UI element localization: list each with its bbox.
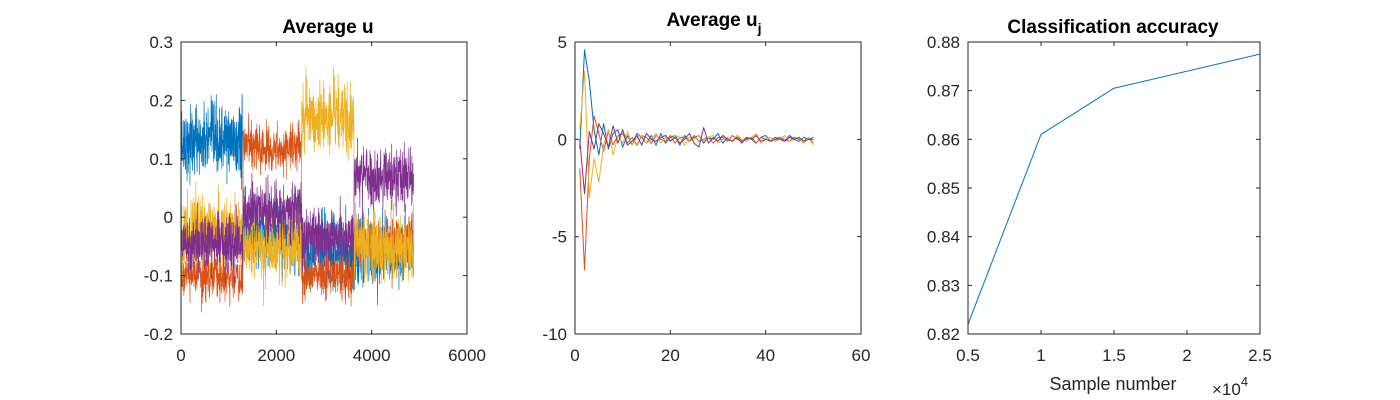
x-tick-label: 1 <box>1036 346 1045 365</box>
x-axis-exponent: ×104 <box>1212 374 1248 399</box>
series-line-3 <box>579 70 814 199</box>
series-line-4 <box>181 137 414 288</box>
series-line-4 <box>579 123 814 195</box>
x-tick-label: 0 <box>176 346 185 365</box>
panel-classification-accuracy: Classification accuracy 0.5 1 1.5 2 2.50.820… <box>927 17 1272 399</box>
panel-average-u: Average u 0 2000 4000 6000 -0.2 -0.1 0 0.1 0.2 0.… <box>144 17 486 365</box>
y-tick-label: -5 <box>552 228 567 247</box>
y-tick-label: 0.86 <box>927 130 960 149</box>
x-tick-label: 0.5 <box>956 346 980 365</box>
plot-area-classification-accuracy <box>968 53 1260 325</box>
x-tick-label: 6000 <box>448 346 486 365</box>
y-tick-label: -10 <box>542 325 567 344</box>
axes-box-average-u <box>180 41 468 335</box>
plot-area-average-uj <box>579 49 814 271</box>
x-tick-label: 20 <box>661 346 680 365</box>
y-tick-label: 0.82 <box>927 325 960 344</box>
chart-title-classification-accuracy: Classification accuracy <box>1007 17 1219 38</box>
x-tick-label: 0 <box>570 346 579 365</box>
axes-box-average-uj <box>574 41 862 335</box>
y-tick-label: -0.1 <box>144 267 173 286</box>
plot-area-average-u <box>181 65 414 313</box>
y-tick-label: 0.2 <box>149 91 173 110</box>
x-tick-label: 60 <box>852 346 871 365</box>
y-tick-label: 0.87 <box>927 82 960 101</box>
y-tick-label: -0.2 <box>144 325 173 344</box>
series-line-1 <box>968 53 1260 325</box>
axis-ticks-average-uj: 0 20 40 60 -10 -5 0 5 <box>542 33 870 365</box>
x-tick-label: 4000 <box>353 346 391 365</box>
panel-average-uj: Average uj 0 20 40 60 -10 -5 0 5 <box>542 10 870 365</box>
axes-box-classification-accuracy <box>967 41 1261 335</box>
x-tick-label: 2000 <box>257 346 295 365</box>
x-axis-label-sample-number: Sample number <box>1049 374 1176 394</box>
y-tick-label: 0 <box>164 208 173 227</box>
x-tick-label: 1.5 <box>1102 346 1126 365</box>
chart-title-average-uj: Average uj <box>666 10 761 36</box>
axis-ticks-classification-accuracy: 0.5 1 1.5 2 2.5 0.82 0.83 0.84 0.85 0.86 0.87 0.88 <box>927 33 1272 365</box>
y-tick-label: 0.88 <box>927 33 960 52</box>
axis-ticks-average-u: 0 2000 4000 6000 -0.2 -0.1 0 0.1 0.2 0.3 <box>144 33 486 365</box>
y-tick-label: 0.84 <box>927 228 960 247</box>
y-tick-label: 0.83 <box>927 276 960 295</box>
y-tick-label: 0.85 <box>927 179 960 198</box>
y-tick-label: 0.1 <box>149 150 173 169</box>
series-line-1 <box>579 49 814 156</box>
x-tick-label: 2.5 <box>1248 346 1272 365</box>
y-tick-label: 0.3 <box>149 33 173 52</box>
x-tick-label: 2 <box>1182 346 1191 365</box>
y-tick-label: 0 <box>558 130 567 149</box>
y-tick-label: 5 <box>558 33 567 52</box>
x-tick-label: 40 <box>756 346 775 365</box>
chart-title-average-u: Average u <box>282 17 373 38</box>
